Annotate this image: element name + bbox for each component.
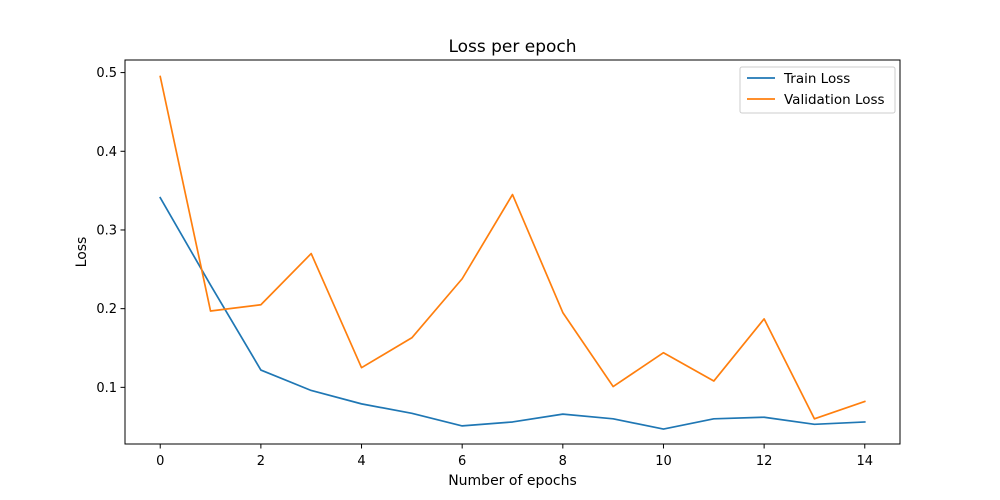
y-tick-label: 0.1: [96, 381, 117, 396]
series-layer: [159, 75, 866, 430]
x-tick-label: 4: [357, 454, 365, 469]
y-tick-label: 0.5: [96, 66, 117, 81]
y-tick-label: 0.4: [96, 145, 117, 160]
y-axis-ticks: 0.1 0.2 0.3 0.4 0.5: [96, 66, 125, 396]
y-axis-label: Loss: [74, 237, 90, 268]
x-axis-label: Number of epochs: [448, 473, 577, 489]
legend: Train Loss Validation Loss: [739, 66, 896, 114]
series-line-1: [159, 75, 866, 420]
x-tick-label: 8: [559, 454, 567, 469]
legend-box: [739, 66, 896, 114]
series-line-0: [159, 196, 866, 430]
x-tick-label: 14: [856, 454, 873, 469]
x-tick-label: 10: [655, 454, 672, 469]
x-tick-label: 6: [458, 454, 466, 469]
x-tick-label: 0: [156, 454, 164, 469]
chart-title: Loss per epoch: [448, 37, 576, 57]
y-tick-label: 0.3: [96, 223, 117, 238]
plot-frame: [124, 59, 901, 445]
x-axis-ticks: 0 2 4 6 8 10 12 14: [156, 444, 873, 469]
x-tick-label: 2: [257, 454, 265, 469]
x-tick-label: 12: [756, 454, 773, 469]
legend-label-train: Train Loss: [783, 71, 850, 87]
legend-label-validation: Validation Loss: [784, 92, 885, 108]
y-tick-label: 0.2: [96, 302, 117, 317]
